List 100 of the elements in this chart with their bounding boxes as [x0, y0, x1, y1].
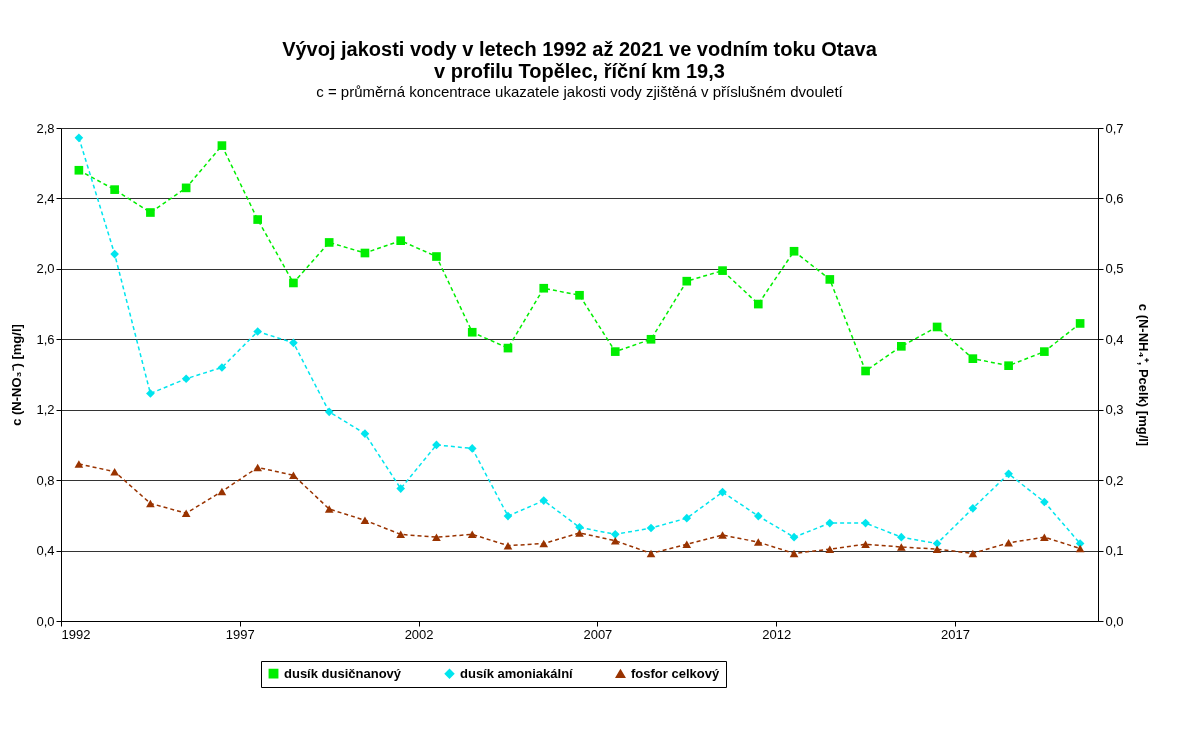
- y2-tick-label: 0,3: [1105, 402, 1124, 418]
- point: [718, 266, 727, 275]
- point: [360, 516, 370, 525]
- point: [146, 389, 155, 398]
- point: [646, 334, 656, 344]
- point: [610, 536, 620, 545]
- point: [1004, 469, 1013, 479]
- y-tick-label: 2,8: [36, 120, 55, 136]
- point: [146, 499, 155, 508]
- point: [324, 238, 334, 247]
- point: [968, 354, 978, 363]
- y2-tick-label: 0,5: [1105, 261, 1124, 277]
- point: [467, 327, 477, 337]
- point: [110, 467, 119, 476]
- point: [789, 532, 799, 542]
- point: [253, 215, 262, 224]
- point: [1004, 361, 1013, 371]
- legend-label: dusík dusičnanový: [284, 665, 402, 681]
- point: [396, 530, 406, 539]
- point: [74, 133, 84, 143]
- y2-tick-label: 0,0: [1105, 613, 1124, 629]
- point: [968, 503, 978, 513]
- point: [539, 496, 549, 505]
- y-tick-label: 1,2: [36, 402, 55, 418]
- point: [1075, 544, 1085, 553]
- point: [1004, 539, 1013, 547]
- point: [539, 283, 549, 293]
- x-tick-label: 2017: [941, 626, 970, 642]
- point: [146, 208, 155, 217]
- point: [503, 511, 513, 521]
- y2-tick-label: 0,1: [1105, 543, 1124, 559]
- y-tick-label: 2,4: [36, 190, 55, 206]
- point: [825, 518, 835, 528]
- legend-label: fosfor celkový: [631, 665, 720, 681]
- point: [575, 523, 584, 532]
- point: [825, 275, 835, 284]
- point: [1040, 347, 1049, 356]
- point: [861, 366, 870, 376]
- x-tick-label: 1997: [225, 626, 255, 642]
- point: [753, 511, 763, 521]
- point: [897, 532, 906, 542]
- x-tick-label: 2002: [404, 626, 434, 642]
- point: [432, 252, 441, 261]
- point: [539, 539, 549, 548]
- point: [932, 545, 942, 553]
- point: [253, 327, 262, 336]
- y-axis-title: c (N-NO₃⁻) [mg/l]: [9, 324, 25, 426]
- point: [289, 471, 298, 479]
- chart-subtitle: c = průměrná koncentrace ukazatele jakosti vody zjištěná v příslušném dvouletí: [316, 83, 844, 100]
- point: [289, 278, 298, 288]
- y-tick-label: 0,4: [36, 543, 55, 559]
- point: [646, 523, 656, 533]
- point: [74, 460, 84, 468]
- point: [718, 531, 727, 539]
- y-tick-label: 0,8: [36, 472, 55, 488]
- point: [467, 530, 477, 539]
- point: [181, 374, 191, 384]
- point: [432, 533, 441, 541]
- point: [396, 236, 406, 246]
- point: [789, 549, 799, 558]
- point: [110, 185, 119, 194]
- point: [1040, 533, 1049, 541]
- y2-axis-title: c (N-NH₄⁺, Pcelk) [mg/l]: [1135, 303, 1151, 447]
- point: [110, 249, 119, 259]
- point: [968, 549, 978, 558]
- text: v profilu Topělec, říční km 19,3: [434, 60, 725, 82]
- point: [575, 290, 584, 300]
- point: [467, 444, 477, 453]
- point: [289, 338, 298, 348]
- point: [396, 484, 406, 493]
- point: [253, 463, 262, 472]
- y-tick-label: 2,0: [36, 261, 55, 277]
- point: [897, 543, 906, 551]
- point: [753, 299, 763, 309]
- point: [181, 509, 191, 517]
- point: [753, 538, 763, 546]
- point: [74, 165, 84, 175]
- x-tick-label: 2007: [583, 626, 613, 642]
- x-tick-label: 2012: [762, 626, 792, 642]
- point: [360, 429, 370, 438]
- point: [789, 246, 799, 256]
- point: [682, 540, 692, 548]
- y2-tick-label: 0,7: [1105, 120, 1124, 136]
- y2-tick-label: 0,2: [1105, 472, 1124, 488]
- point: [646, 549, 656, 558]
- point: [610, 347, 620, 356]
- point: [610, 530, 620, 539]
- point: [217, 141, 227, 150]
- y2-tick-label: 0,4: [1105, 331, 1124, 347]
- point: [1075, 319, 1085, 328]
- text: Vývoj jakosti vody v letech 1992 až 2021 ve vodním toku Otava: [282, 38, 877, 60]
- point: [503, 541, 513, 550]
- point: [897, 342, 906, 351]
- y-tick-label: 1,6: [36, 331, 55, 347]
- point: [575, 529, 584, 537]
- legend-label: dusík amoniakální: [460, 665, 574, 681]
- point: [682, 276, 692, 286]
- point: [825, 545, 835, 553]
- point: [861, 540, 870, 548]
- y-tick-label: 0,0: [36, 613, 55, 629]
